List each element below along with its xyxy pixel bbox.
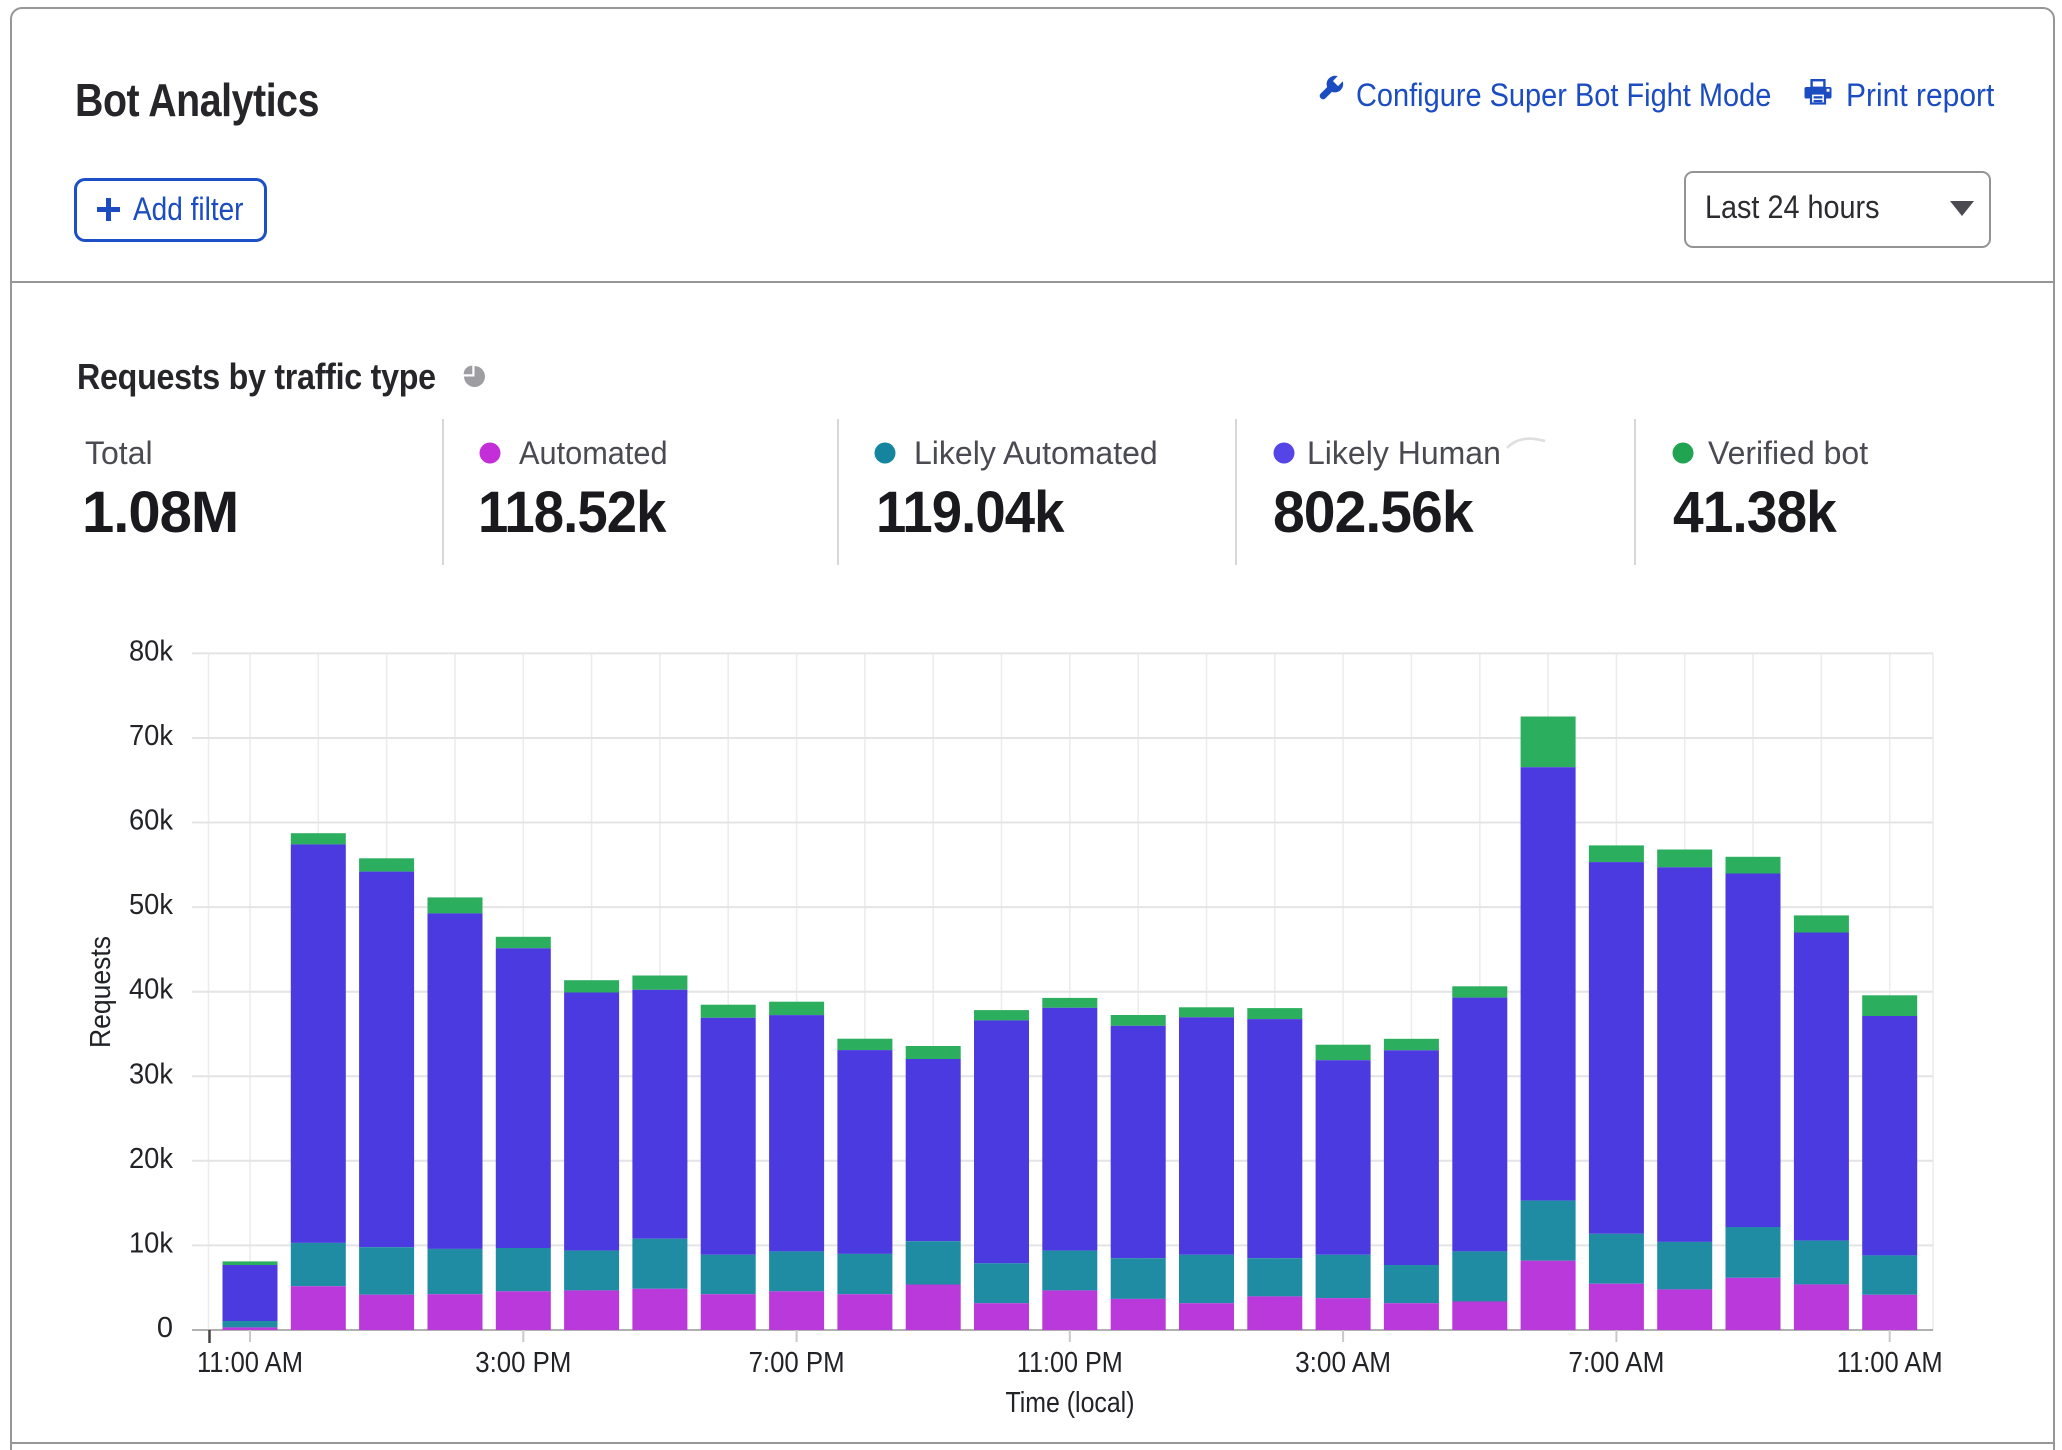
svg-text:20k: 20k <box>129 1143 173 1175</box>
svg-text:11:00 AM: 11:00 AM <box>1837 1347 1943 1379</box>
svg-text:11:00 AM: 11:00 AM <box>197 1347 303 1379</box>
svg-text:30k: 30k <box>129 1058 173 1090</box>
svg-text:70k: 70k <box>129 720 173 752</box>
svg-text:11:00 PM: 11:00 PM <box>1017 1347 1123 1379</box>
svg-text:40k: 40k <box>129 974 173 1006</box>
svg-text:0: 0 <box>157 1312 173 1344</box>
svg-text:Requests: Requests <box>85 936 117 1048</box>
svg-text:3:00 AM: 3:00 AM <box>1295 1347 1391 1379</box>
svg-text:Time (local): Time (local) <box>1006 1387 1135 1419</box>
svg-text:10k: 10k <box>129 1227 173 1259</box>
svg-text:7:00 PM: 7:00 PM <box>749 1347 845 1379</box>
svg-text:80k: 80k <box>129 635 173 667</box>
svg-text:50k: 50k <box>129 889 173 921</box>
svg-text:7:00 AM: 7:00 AM <box>1568 1347 1664 1379</box>
svg-text:3:00 PM: 3:00 PM <box>475 1347 571 1379</box>
svg-text:60k: 60k <box>129 805 173 837</box>
